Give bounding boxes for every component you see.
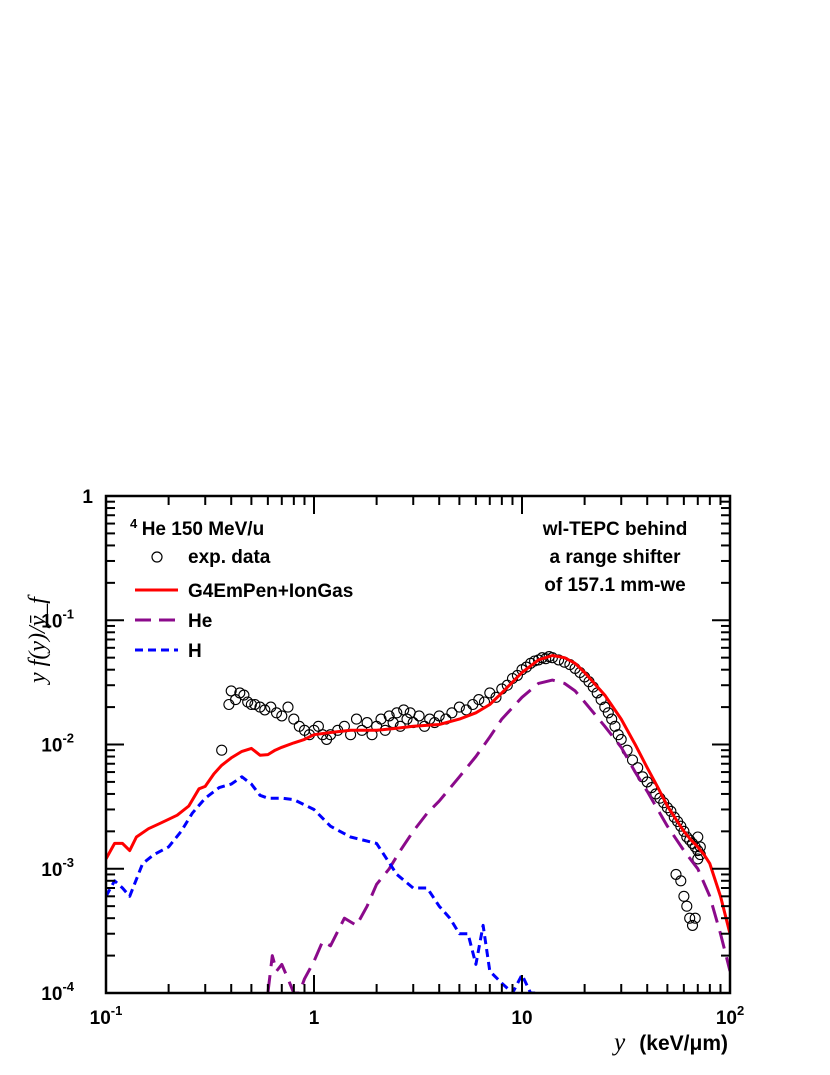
legend-label-he: He bbox=[188, 611, 212, 632]
exp-data-point bbox=[288, 713, 300, 725]
frame-layer bbox=[104, 494, 732, 995]
x-tick-label-exp: 2 bbox=[737, 1003, 744, 1018]
exp-data-point bbox=[350, 713, 363, 725]
exp-data-point bbox=[460, 704, 472, 716]
series-line-g4empen-iongas bbox=[106, 654, 730, 935]
x-tick-label: 10 bbox=[511, 1008, 532, 1029]
annotation-setup-line-1: wl-TEPC behind bbox=[542, 519, 688, 540]
legend: exp. data G4EmPen+IonGas He H bbox=[135, 547, 353, 662]
series-line-he bbox=[266, 678, 730, 993]
exp-data-point bbox=[684, 834, 696, 846]
legend-item-g4empen: G4EmPen+IonGas bbox=[135, 581, 353, 602]
exp-data-point bbox=[678, 890, 690, 902]
x-axis-unit: (keV/μm) bbox=[639, 1032, 728, 1055]
exp-data-point bbox=[276, 710, 288, 722]
exp-data-point bbox=[661, 802, 673, 814]
x-tick-label-base: 10 bbox=[716, 1008, 737, 1029]
exp-data-point bbox=[681, 900, 693, 912]
exp-data-point bbox=[692, 853, 704, 865]
exp-data-point bbox=[453, 701, 465, 713]
exp-data-point bbox=[259, 704, 271, 716]
exp-data-point bbox=[401, 713, 413, 725]
exp-data-point bbox=[681, 831, 693, 843]
x-tick-label-exp: -1 bbox=[111, 1003, 123, 1018]
legend-item-exp-data: exp. data bbox=[151, 547, 271, 568]
x-tick-label-base: 10 bbox=[511, 1008, 532, 1029]
exp-data-point bbox=[223, 698, 235, 711]
legend-item-h: H bbox=[135, 641, 202, 662]
exp-data-point bbox=[282, 701, 294, 713]
exp-data-point bbox=[225, 685, 237, 697]
exp-data-point bbox=[490, 691, 502, 703]
y-tick-label-exp: -2 bbox=[62, 731, 74, 746]
exp-data-point bbox=[678, 825, 690, 837]
y-tick-label: 10-2 bbox=[41, 731, 74, 757]
exp-data-point bbox=[433, 710, 445, 722]
legend-label-h: H bbox=[188, 641, 202, 662]
exp-data-point bbox=[270, 707, 283, 719]
exp-data-point bbox=[626, 754, 639, 766]
legend-item-he: He bbox=[135, 611, 212, 632]
exp-data-point bbox=[684, 912, 696, 924]
y-tick-label: 10-4 bbox=[41, 979, 74, 1005]
exp-data-point bbox=[361, 717, 373, 729]
exp-data-point bbox=[391, 707, 403, 719]
exp-data-point bbox=[553, 654, 565, 666]
exp-data-point bbox=[446, 707, 458, 719]
annotation-setup-line-3: of 157.1 mm-we bbox=[544, 575, 686, 596]
y-tick-label-base: 1 bbox=[82, 487, 93, 508]
annotation-beam-text: He 150 MeV/u bbox=[142, 519, 265, 540]
annotation-setup-line-2: a range shifter bbox=[550, 547, 682, 568]
exp-data-point bbox=[665, 805, 677, 817]
annotation-beam-super: 4 bbox=[130, 516, 138, 531]
x-axis-var: y bbox=[611, 1029, 626, 1056]
y-tick-label-exp: -4 bbox=[62, 979, 74, 994]
exp-data-point bbox=[602, 707, 614, 719]
x-tick-label: 1 bbox=[309, 1008, 320, 1029]
exp-data-point bbox=[245, 698, 257, 711]
exp-data-point bbox=[473, 694, 485, 706]
y-tick-label-base: 10 bbox=[41, 736, 62, 757]
exp-data-point bbox=[675, 875, 687, 887]
series-line-h bbox=[106, 775, 539, 993]
exp-data-point bbox=[238, 689, 250, 701]
exp-data-point bbox=[383, 710, 395, 722]
x-tick-label-base: 1 bbox=[309, 1008, 320, 1029]
y-tick-label: 1 bbox=[82, 487, 93, 508]
text-layer: y f(y)/ȳ_f y (keV/μm) 4 He 150 MeV/u wl-… bbox=[25, 487, 744, 1056]
exp-data-point bbox=[216, 744, 228, 756]
y-tick-label-base: 10 bbox=[41, 611, 62, 632]
legend-label-exp-data: exp. data bbox=[188, 547, 271, 568]
series-exp-data bbox=[216, 651, 706, 931]
exp-data-point bbox=[249, 698, 261, 711]
annotation-beam: 4 He 150 MeV/u bbox=[130, 515, 264, 540]
legend-marker-exp-data bbox=[151, 551, 163, 563]
x-axis-label: y (keV/μm) bbox=[611, 1029, 728, 1056]
y-tick-label-base: 10 bbox=[41, 860, 62, 881]
series-layer bbox=[106, 651, 730, 993]
exp-data-point bbox=[615, 733, 627, 745]
exp-data-point bbox=[265, 701, 277, 713]
exp-data-point bbox=[413, 710, 425, 722]
y-axis-label: y f(y)/ȳ_f bbox=[25, 594, 51, 685]
exp-data-point bbox=[686, 919, 699, 931]
exp-data-point bbox=[606, 713, 618, 725]
x-tick-label: 10-1 bbox=[90, 1003, 123, 1029]
y-tick-label: 10-3 bbox=[41, 855, 74, 881]
legend-label-g4empen: G4EmPen+IonGas bbox=[188, 581, 353, 602]
y-tick-label-exp: -1 bbox=[62, 606, 74, 621]
x-tick-label-base: 10 bbox=[90, 1008, 111, 1029]
y-tick-label: 10-1 bbox=[41, 606, 74, 632]
exp-data-point bbox=[599, 701, 611, 713]
y-tick-label-base: 10 bbox=[41, 984, 62, 1005]
exp-data-point bbox=[689, 912, 701, 924]
x-tick-label: 102 bbox=[716, 1003, 744, 1029]
exp-data-point bbox=[670, 868, 682, 880]
y-tick-label-exp: -3 bbox=[62, 855, 74, 870]
